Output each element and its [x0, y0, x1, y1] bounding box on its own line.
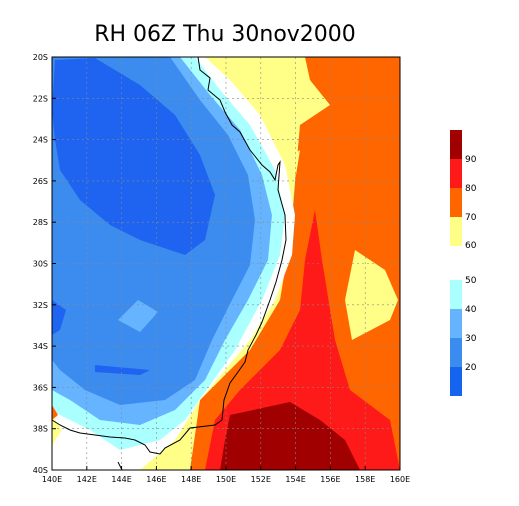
rh-band-60-patch-east [345, 250, 398, 340]
longitude-label: 152E [251, 475, 271, 484]
longitude-label: 150E [216, 475, 236, 484]
latitude-label: 26S [33, 177, 48, 186]
latitude-label: 34S [33, 342, 48, 351]
colorbar-lower-swatch [450, 309, 462, 338]
latitude-label: 30S [33, 260, 48, 269]
colorbar-upper-label: 60 [465, 241, 477, 251]
latitude-label: 22S [33, 94, 48, 103]
longitude-label: 142E [77, 475, 97, 484]
colorbar-lower-swatch [450, 367, 462, 396]
latitude-label: 24S [33, 136, 48, 145]
colorbar-lower-label: 30 [465, 334, 477, 344]
longitude-label: 154E [285, 475, 305, 484]
rh-band-80 [205, 210, 400, 470]
latitude-label: 20S [33, 53, 48, 62]
colorbar-lower-swatch [450, 280, 462, 309]
gridlines [52, 57, 400, 470]
colorbar-upper-swatch [450, 130, 462, 159]
rh-band-below-20-west [52, 300, 66, 335]
longitude-label: 148E [181, 475, 201, 484]
longitude-labels: 140E 142E 144E 146E 148E 150E 152E 154E 156E 158E… [42, 466, 410, 484]
latitude-label: 36S [33, 383, 48, 392]
map-title: RH 06Z Thu 30nov2000 [94, 22, 356, 47]
longitude-label: 160E [390, 475, 410, 484]
longitude-label: 158E [355, 475, 375, 484]
colorbar-lower-swatch [450, 338, 462, 367]
rh-band-60-sw [52, 415, 62, 445]
rh-band-90 [220, 402, 360, 470]
colorbar: 90 80 70 60 50 40 30 20 [450, 130, 477, 396]
rh-island-light-blue [118, 300, 158, 332]
latitude-label: 28S [33, 218, 48, 227]
rh-band-70-sw [52, 405, 58, 420]
colorbar-upper-label: 90 [465, 155, 477, 165]
colorbar-lower-label: 40 [465, 305, 477, 315]
longitude-label: 140E [42, 475, 62, 484]
rh-band-below-20-south [95, 365, 150, 375]
colorbar-upper-label: 80 [465, 184, 477, 194]
latitude-label: 32S [33, 301, 48, 310]
colorbar-lower-label: 20 [465, 363, 477, 373]
longitude-label: 146E [146, 475, 166, 484]
latitude-label: 38S [33, 425, 48, 434]
rh-band-below-20-north [52, 58, 215, 255]
colorbar-upper-label: 70 [465, 213, 477, 223]
colorbar-upper-swatch [450, 188, 462, 217]
latitude-labels: 20S 22S 24S 26S 28S 30S 32S 34S 36S 38S 40S [33, 53, 56, 475]
longitude-label: 156E [320, 475, 340, 484]
coastline-east-australia [51, 56, 287, 455]
colorbar-lower-label: 50 [465, 276, 477, 286]
colorbar-upper-swatch [450, 159, 462, 188]
rh-band-60-patch-ne [292, 150, 300, 175]
latitude-label: 40S [33, 466, 48, 475]
longitude-label: 144E [111, 475, 131, 484]
colorbar-upper-swatch [450, 217, 462, 246]
